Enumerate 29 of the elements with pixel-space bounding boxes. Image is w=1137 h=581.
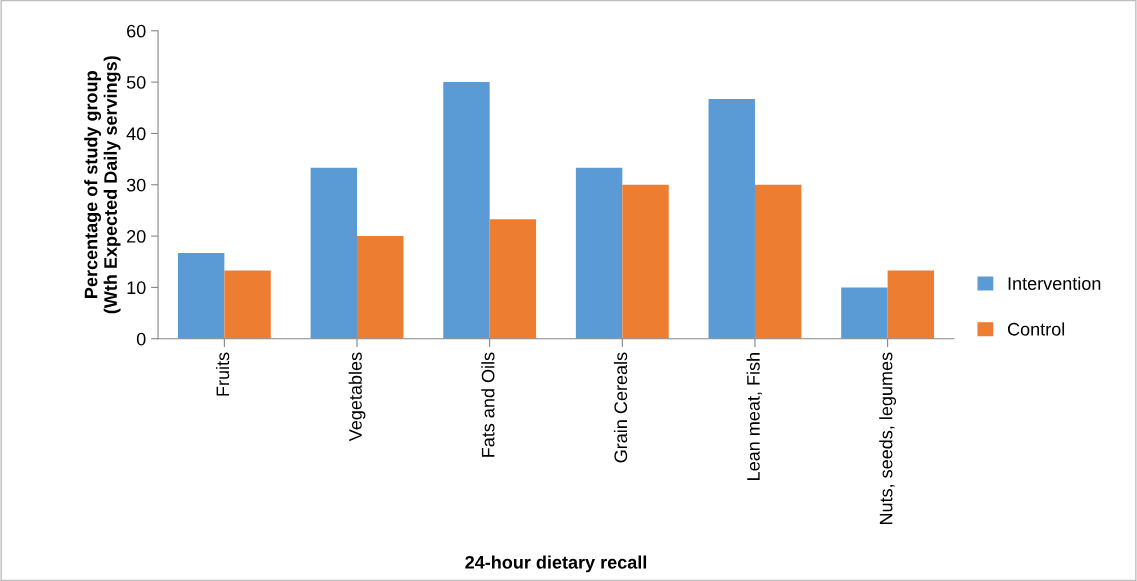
bar [310,167,358,339]
y-tick-label: 40 [126,127,146,141]
bar [224,270,271,339]
x-tick-label: Fruits [215,352,230,396]
bar [754,184,802,339]
x-tick-label: Vegetables [348,352,366,442]
bar [357,236,404,339]
bar [575,167,623,339]
x-axis-title: 24-hour dietary recall [465,555,647,573]
bar [443,82,490,339]
bar [708,99,755,339]
x-tick-label: Fats and Oils [481,352,495,457]
legend-label: Intervention [1008,276,1101,290]
y-tick-label: 20 [127,230,146,243]
x-tick-label: Nuts, seeds, legumes [879,352,897,525]
bar [841,287,888,339]
bar [622,184,669,339]
legend-label: Control [1007,322,1065,336]
y-tick-label: 0 [136,332,146,346]
bar [887,270,935,339]
bar [489,219,537,339]
y-tick-label: 30 [126,178,146,192]
y-tick-label: 50 [126,76,146,89]
y-axis-title: Percentage of study group (Wth Expected Daily servings) [84,56,121,314]
y-tick-label: 10 [127,281,146,295]
y-tick-label: 60 [127,24,146,38]
x-tick-label: Grain Cereals [613,352,628,463]
bar [177,253,225,339]
x-tick-label: Lean meat, Fish [746,353,762,480]
